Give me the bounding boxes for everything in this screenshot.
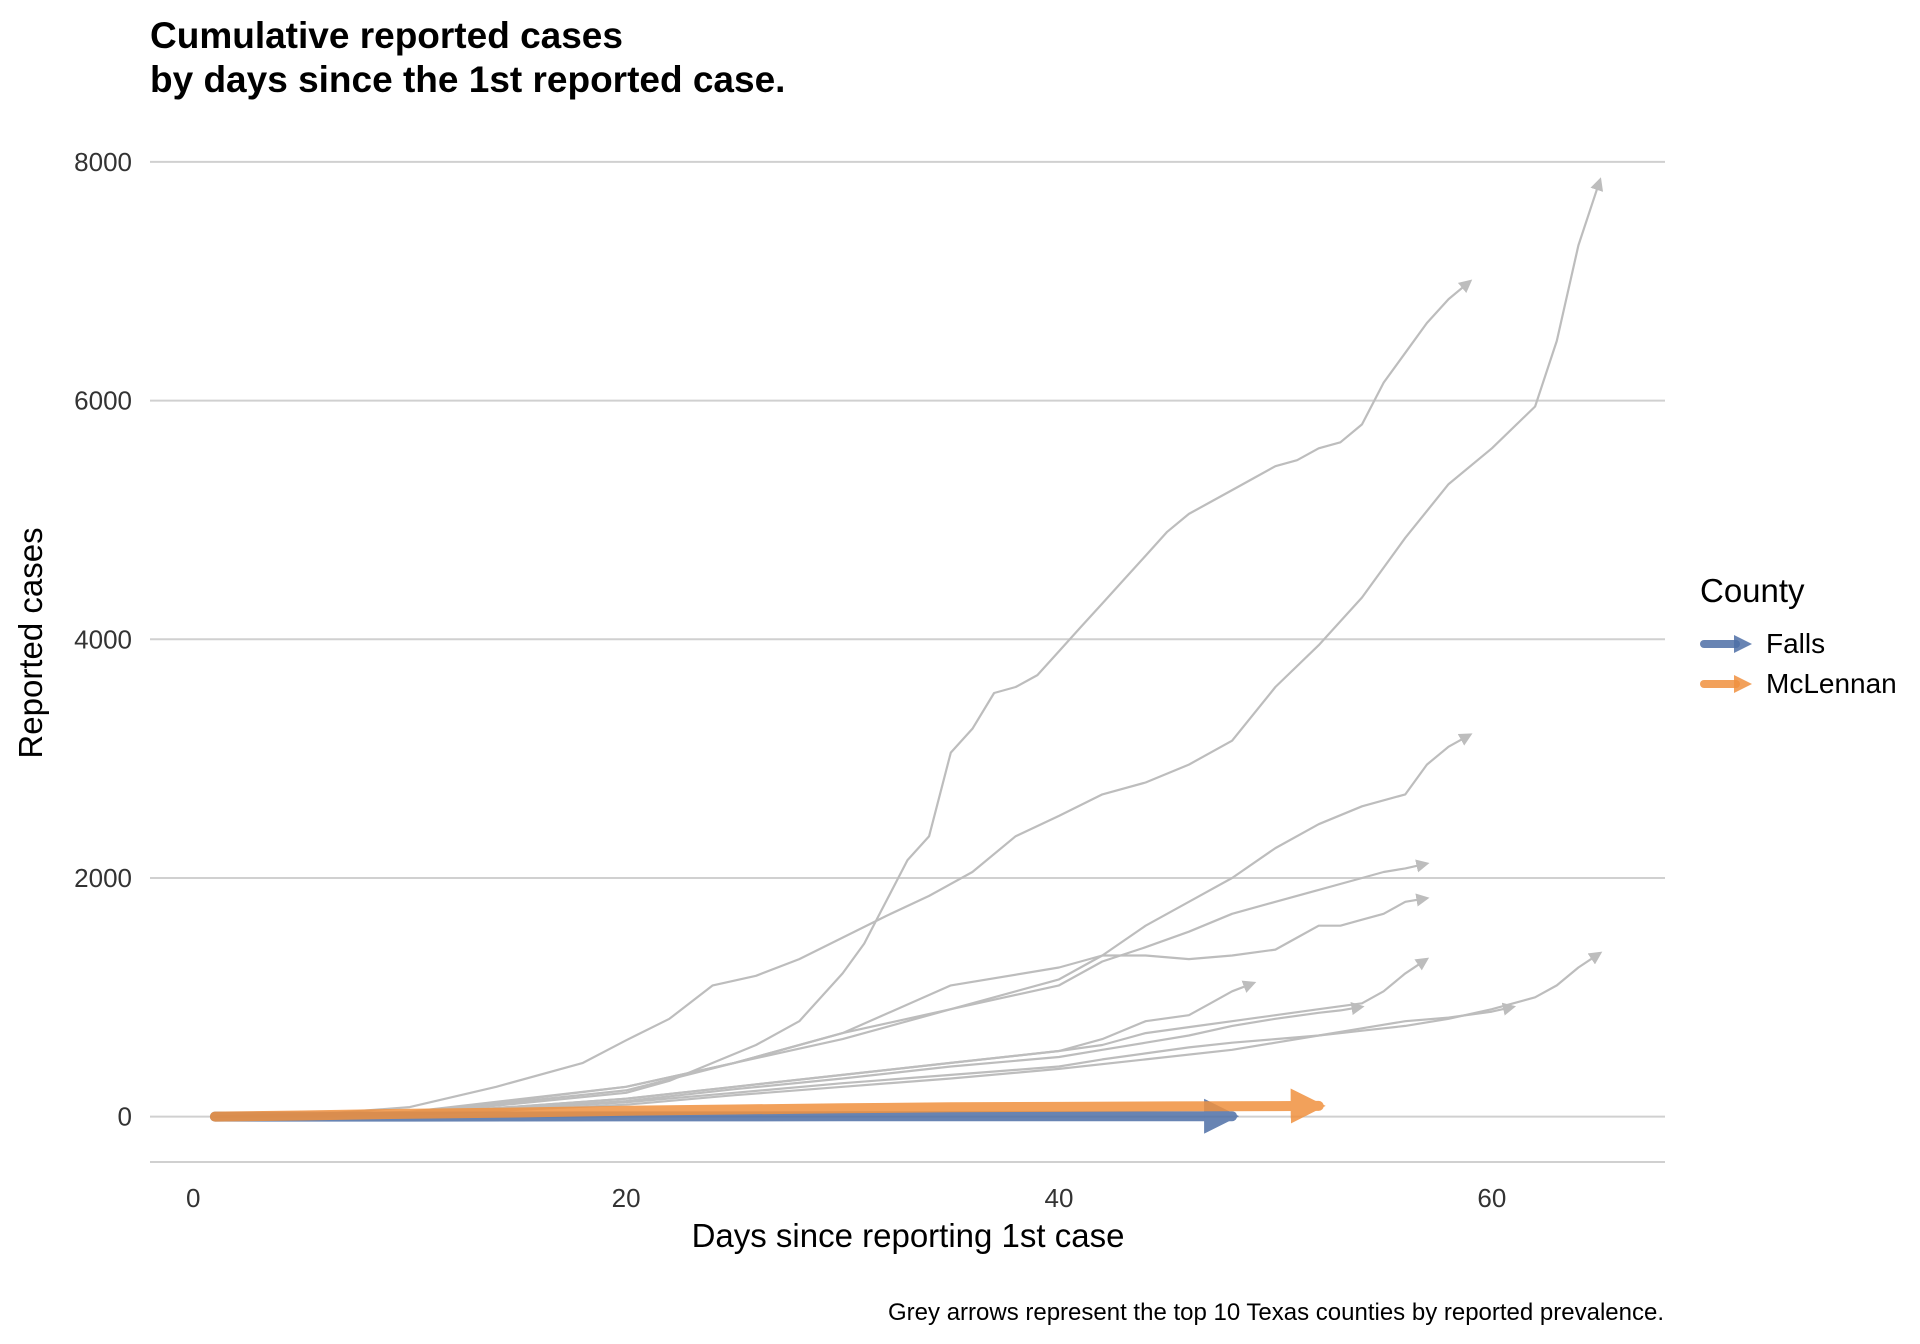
chart-title: Cumulative reported cases by days since … (150, 14, 785, 102)
legend-title: County (1700, 572, 1805, 609)
y-axis-title: Reported cases (12, 527, 49, 758)
background-county-lines (214, 177, 1604, 1118)
legend-label-falls: Falls (1766, 628, 1826, 659)
county-line-grey (214, 733, 1473, 1118)
x-tick-label: 60 (1477, 1183, 1506, 1213)
county-line-mclennan (209, 1088, 1326, 1124)
x-tick-label: 0 (186, 1183, 200, 1213)
axes: 0 2000 4000 6000 8000 0 20 40 60 (74, 147, 1665, 1213)
chart-title-line-1: Cumulative reported cases (150, 15, 623, 56)
county-line-grey (214, 1002, 1517, 1118)
y-tick-label: 2000 (74, 863, 132, 893)
county-line-grey (214, 980, 1257, 1118)
x-tick-label: 20 (612, 1183, 641, 1213)
county-line-grey (214, 893, 1430, 1118)
chart-title-line-2: by days since the 1st reported case. (150, 59, 786, 100)
x-axis-title: Days since reporting 1st case (692, 1217, 1125, 1254)
legend-key-mclennan (1700, 675, 1752, 693)
county-line-grey (214, 957, 1430, 1118)
county-line-grey (214, 279, 1473, 1118)
highlighted-county-lines (209, 1088, 1326, 1134)
y-tick-label: 6000 (74, 386, 132, 416)
legend-item-mclennan: McLennan (1700, 664, 1897, 704)
x-tick-label: 40 (1045, 1183, 1074, 1213)
legend-label-mclennan: McLennan (1766, 668, 1897, 699)
county-line-grey (214, 859, 1430, 1118)
y-tick-label: 4000 (74, 624, 132, 654)
legend: County Falls McLennan (1700, 572, 1897, 704)
chart-caption: Grey arrows represent the top 10 Texas c… (888, 1299, 1664, 1326)
county-line-grey (214, 951, 1603, 1118)
y-tick-label: 8000 (74, 147, 132, 177)
county-line-grey (214, 177, 1604, 1118)
gridlines (150, 160, 1665, 1118)
county-line-grey (214, 1002, 1365, 1118)
legend-item-falls: Falls (1700, 624, 1897, 664)
legend-key-falls (1700, 635, 1752, 653)
y-tick-label: 0 (118, 1102, 132, 1132)
